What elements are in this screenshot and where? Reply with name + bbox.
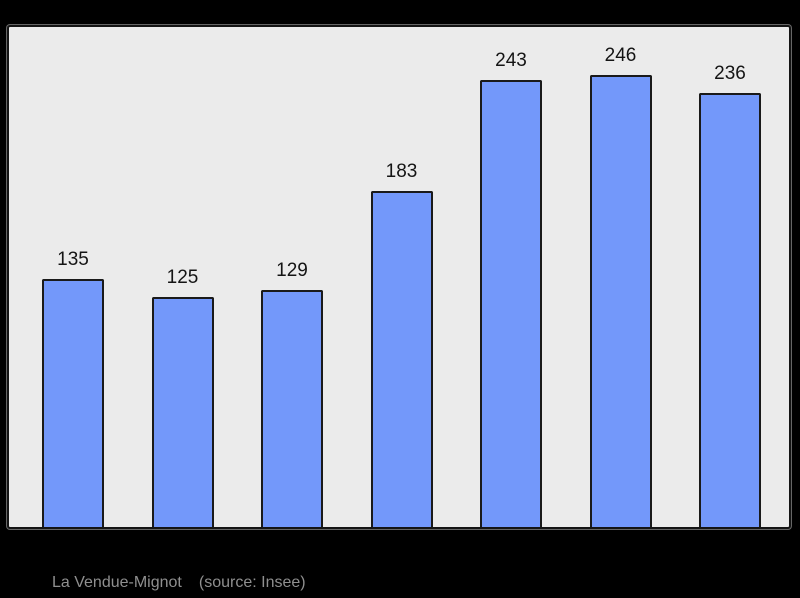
bar (589, 75, 652, 527)
bar-group: 183 (370, 161, 433, 527)
bar-value-label: 129 (276, 260, 308, 281)
bar-value-label: 135 (57, 249, 89, 270)
bar (261, 290, 323, 527)
bar (699, 93, 761, 527)
bar (480, 80, 542, 527)
bar-value-label: 236 (714, 63, 746, 84)
chart-panel: 135 125 129 183 243 246 236 (7, 25, 791, 529)
bar (370, 191, 433, 527)
bar-group: 135 (42, 249, 104, 527)
bar-group: 125 (151, 267, 214, 527)
bar-value-label: 125 (166, 267, 199, 288)
bar (151, 297, 214, 527)
bar-value-label: 246 (604, 45, 637, 66)
chart-caption: La Vendue-Mignot (source: Insee) (52, 573, 306, 593)
bar-value-label: 243 (495, 50, 527, 71)
bar-group: 236 (699, 63, 761, 527)
plot-area: 135 125 129 183 243 246 236 (9, 27, 789, 527)
bar (42, 279, 104, 527)
source-label: (source: Insee) (198, 574, 306, 591)
bar-value-label: 183 (385, 161, 418, 182)
bar-group: 246 (589, 45, 652, 527)
bar-group: 243 (480, 50, 542, 527)
bar-group: 129 (261, 260, 323, 527)
place-name-label: La Vendue-Mignot (52, 574, 182, 591)
